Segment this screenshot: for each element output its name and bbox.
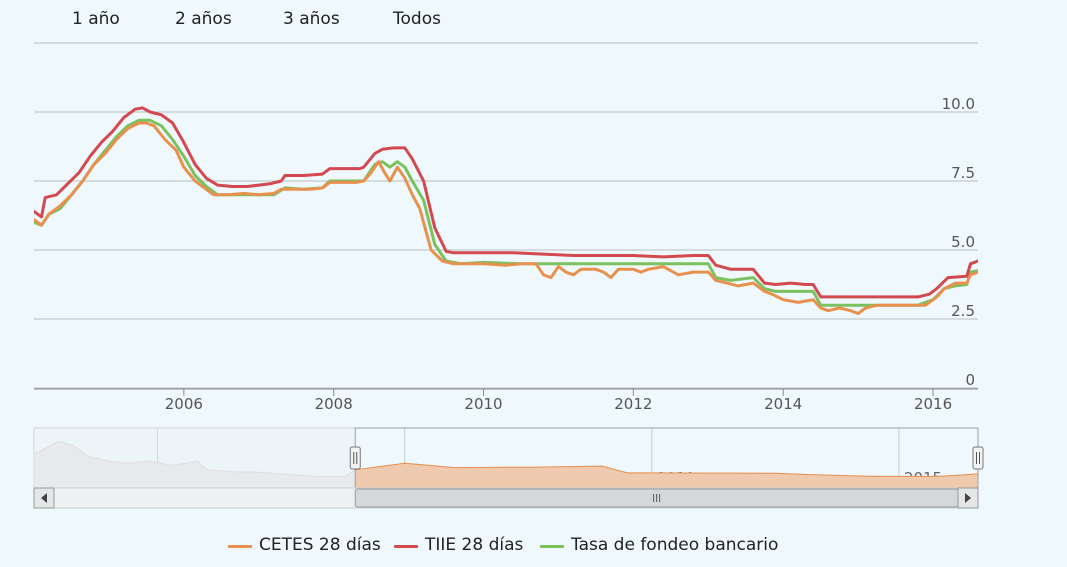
scroll-left-button[interactable] <box>33 487 55 509</box>
y-tick-label: 2.5 <box>951 302 975 320</box>
range-button-all[interactable]: Todos <box>393 9 441 29</box>
range-button-2-years[interactable]: 2 años <box>175 9 232 29</box>
line-chart: 02.55.07.510.0 2006 2008 2010 2012 2014 2016 … <box>33 42 984 509</box>
x-tick-label: 2010 <box>464 395 502 413</box>
x-tick-label: 2008 <box>315 395 353 413</box>
range-button-3-years[interactable]: 3 años <box>283 9 340 29</box>
fondeo-line-swatch <box>540 545 564 548</box>
x-tick-label: 2012 <box>614 395 652 413</box>
range-button-1-year[interactable]: 1 año <box>72 9 120 29</box>
legend-label-fondeo: Tasa de fondeo bancario <box>571 535 779 555</box>
cetes-line-swatch <box>228 545 252 548</box>
legend-label-tiie: TIIE 28 días <box>425 535 524 555</box>
series-line-tiie <box>34 106 978 299</box>
series-line-cetes <box>34 121 978 315</box>
y-tick-label: 10.0 <box>942 95 975 113</box>
handle-body <box>349 446 361 470</box>
x-tick-label: 2014 <box>764 395 802 413</box>
x-tick-label: 2006 <box>165 395 203 413</box>
arrow-left-icon <box>41 493 47 503</box>
navigator-handle-right[interactable] <box>972 446 984 470</box>
y-axis-labels: 0 2.5 5.0 7.5 10.0 <box>942 95 975 389</box>
arrow-right-icon <box>965 493 971 503</box>
legend: CETES 28 días TIIE 28 días Tasa de fonde… <box>0 534 1067 558</box>
navigator-handle-left[interactable] <box>349 446 361 470</box>
scroll-right-button[interactable] <box>957 487 979 509</box>
y-tick-label: 5.0 <box>951 233 975 251</box>
plot-area <box>34 106 978 315</box>
navigator-area-selected <box>355 462 978 488</box>
series-line-fondeo <box>34 118 978 307</box>
x-tick-label: 2016 <box>914 395 952 413</box>
handle-body <box>972 446 984 470</box>
y-tick-label: 0 <box>965 371 975 389</box>
grid-lines <box>34 42 978 389</box>
navigator[interactable]: 2000200520102015 <box>33 427 984 509</box>
legend-label-cetes: CETES 28 días <box>259 535 381 555</box>
range-selector: 1 año 2 años 3 años Todos <box>0 0 1067 40</box>
navigator-scrollbar <box>33 487 979 509</box>
navigator-mask <box>34 428 356 488</box>
x-axis: 2006 2008 2010 2012 2014 2016 <box>34 388 978 413</box>
scrollbar-thumb[interactable] <box>354 488 959 508</box>
tiie-line-swatch <box>394 545 418 548</box>
y-tick-label: 7.5 <box>951 164 975 182</box>
